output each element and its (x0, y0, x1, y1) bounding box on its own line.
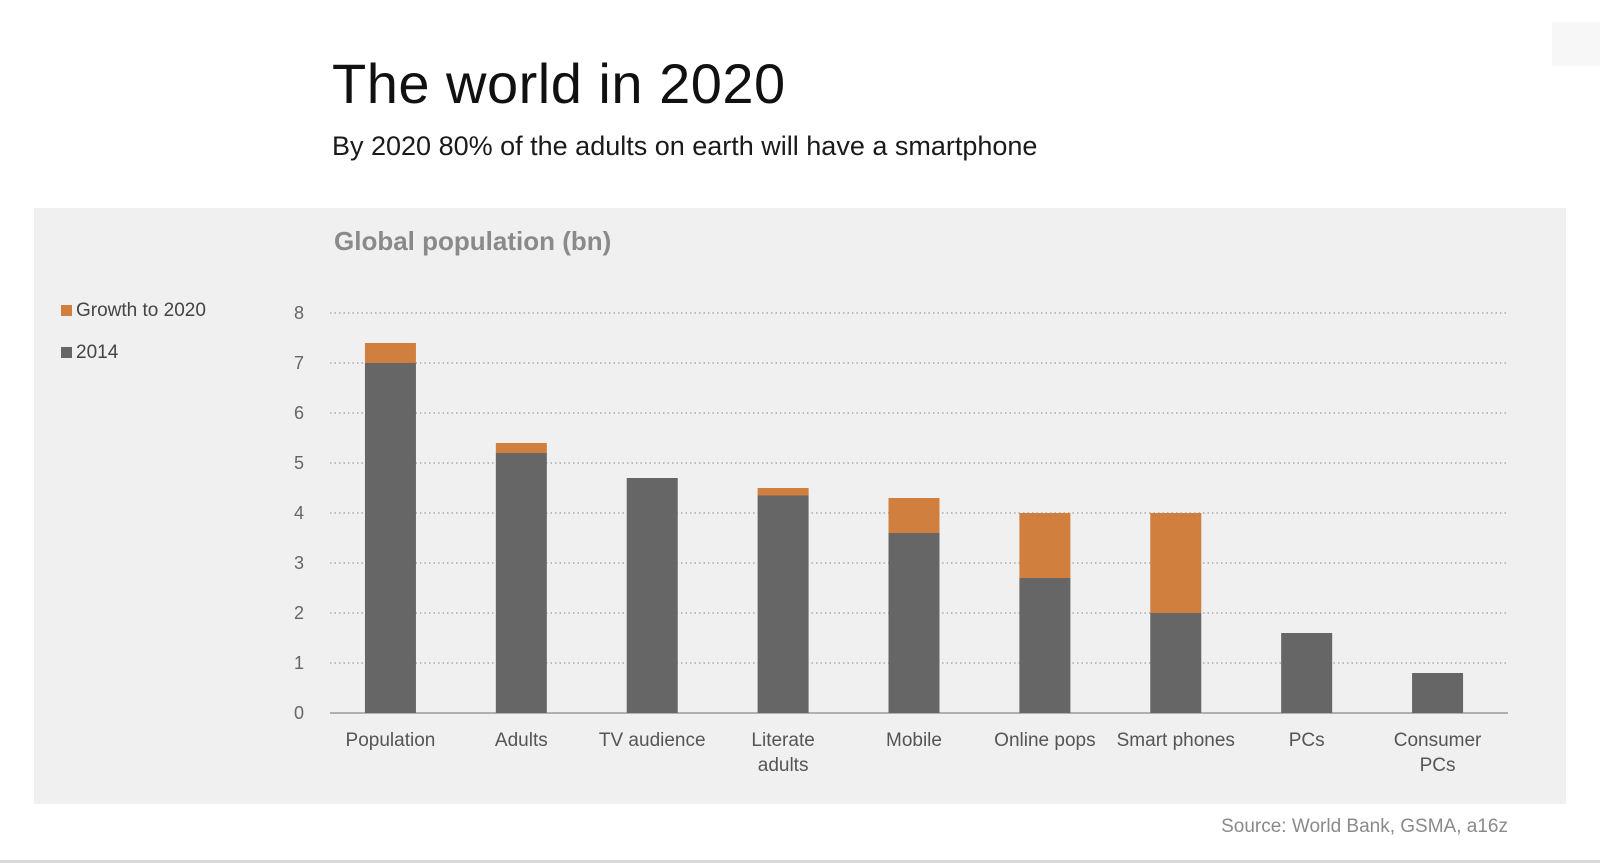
bar-growth-to-2020 (1019, 513, 1071, 578)
x-tick-label: Online pops (994, 730, 1095, 751)
x-tick-label: adults (758, 755, 809, 776)
bar-2014 (888, 533, 940, 713)
page-title: The world in 2020 (332, 52, 786, 115)
bar-chart: Global population (bn) 0 1 2 3 4 5 6 7 8 Populatio… (61, 226, 1508, 776)
x-tick-label: Literate (751, 730, 814, 751)
y-tick-label: 3 (294, 553, 304, 573)
x-tick-label: PCs (1420, 755, 1456, 776)
x-tick-label: PCs (1289, 730, 1325, 751)
bar-2014 (1150, 613, 1202, 713)
bar-growth-to-2020 (888, 498, 940, 533)
legend-label: Growth to 2020 (76, 300, 206, 321)
bar-2014 (1281, 633, 1333, 713)
chart-panel: Global population (bn) 0 1 2 3 4 5 6 7 8 Populatio… (34, 208, 1566, 804)
bar-2014 (1019, 578, 1071, 713)
bar-growth-to-2020 (364, 343, 416, 363)
x-tick-label: Population (346, 730, 436, 751)
y-tick-label: 4 (294, 503, 304, 523)
bar-growth-to-2020 (1150, 513, 1202, 613)
bar-2014 (757, 495, 809, 713)
page-subtitle: By 2020 80% of the adults on earth will … (332, 131, 1038, 161)
y-tick-label: 2 (294, 603, 304, 623)
legend-swatch (61, 305, 72, 316)
y-tick-label: 7 (294, 353, 304, 373)
legend-swatch (61, 347, 72, 358)
bar-2014 (495, 453, 547, 713)
y-tick-label: 5 (294, 453, 304, 473)
corner-decoration (1552, 22, 1600, 66)
y-tick-label: 1 (294, 653, 304, 673)
chart-title: Global population (bn) (334, 226, 611, 256)
bar-2014 (626, 478, 678, 713)
bar-2014 (1412, 673, 1464, 713)
legend-label: 2014 (76, 342, 119, 363)
y-tick-label: 6 (294, 403, 304, 423)
x-tick-label: TV audience (599, 730, 706, 751)
x-tick-label: Consumer (1394, 730, 1482, 751)
source-note: Source: World Bank, GSMA, a16z (1221, 816, 1508, 837)
bar-growth-to-2020 (757, 488, 809, 496)
bar-2014 (364, 363, 416, 713)
y-tick-label: 0 (294, 703, 304, 723)
y-tick-label: 8 (294, 303, 304, 323)
bottom-divider (0, 860, 1600, 863)
x-tick-label: Mobile (886, 730, 942, 751)
bar-growth-to-2020 (495, 443, 547, 453)
x-tick-label: Adults (495, 730, 548, 751)
x-tick-label: Smart phones (1117, 730, 1235, 751)
